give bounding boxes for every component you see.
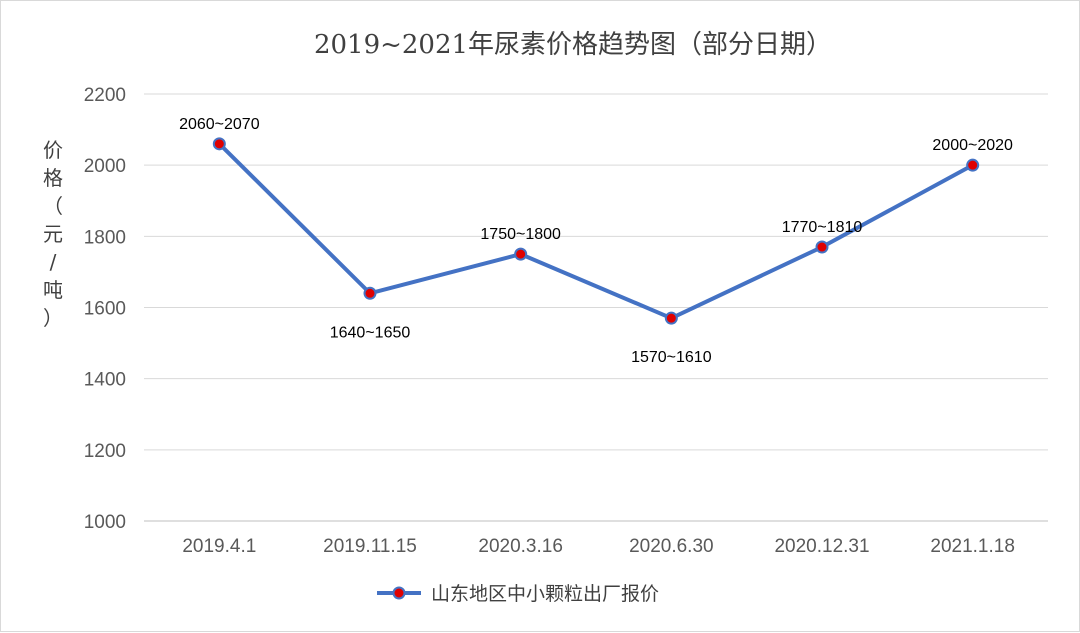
data-label: 1570~1610: [631, 349, 712, 366]
data-label: 2000~2020: [932, 137, 1013, 154]
x-tick-label: 2020.3.16: [478, 536, 563, 557]
y-tick-label: 1000: [84, 512, 126, 533]
legend-label: 山东地区中小颗粒出厂报价: [431, 583, 659, 605]
data-point: [514, 247, 528, 261]
chart-title: 2019~2021年尿素价格趋势图（部分日期）: [314, 30, 832, 60]
data-point: [363, 286, 377, 300]
y-axis-title-char: 价: [43, 138, 63, 162]
x-tick-label: 2020.6.30: [629, 536, 714, 557]
x-tick-label: 2020.12.31: [774, 536, 869, 557]
x-tick-label: 2021.1.18: [930, 536, 1015, 557]
data-label: 2060~2070: [179, 116, 260, 133]
data-point: [664, 311, 678, 325]
y-axis-ticks: 1000 1200 1400 1600 1800 2000 2200: [84, 85, 126, 533]
data-point: [815, 240, 829, 254]
gridlines: [144, 93, 1048, 522]
y-tick-label: 1400: [84, 370, 126, 391]
y-axis-title-char: 元: [43, 222, 63, 246]
y-tick-label: 1600: [84, 299, 126, 320]
y-tick-label: 1200: [84, 441, 126, 462]
data-point: [966, 158, 980, 172]
legend: 山东地区中小颗粒出厂报价: [377, 583, 659, 605]
legend-marker: [392, 586, 406, 600]
y-axis-title-char: ）: [43, 306, 63, 330]
series-line: [217, 141, 975, 321]
y-tick-label: 2000: [84, 156, 126, 177]
y-axis-title-char: 格: [43, 166, 63, 190]
data-label: 1770~1810: [782, 219, 863, 236]
series-layer: [212, 137, 980, 325]
y-axis-title-char: 吨: [43, 278, 63, 302]
x-tick-label: 2019.11.15: [323, 536, 417, 557]
y-axis-title-char: （: [43, 194, 63, 218]
data-label: 1640~1650: [330, 324, 411, 341]
x-tick-label: 2019.4.1: [182, 536, 256, 557]
y-axis-title-char: /: [50, 250, 57, 274]
x-axis-ticks: 2019.4.1 2019.11.15 2020.3.16 2020.6.30 2020…: [182, 536, 1015, 557]
data-labels: 2060~2070 1640~1650 1750~1800 1570~1610 1770…: [179, 116, 1013, 366]
data-label: 1750~1800: [480, 226, 561, 243]
y-tick-label: 2200: [84, 85, 126, 106]
data-point: [212, 137, 226, 151]
y-axis-title: 价格 （ 元 / 吨 ）: [43, 138, 63, 330]
y-tick-label: 1800: [84, 227, 126, 248]
